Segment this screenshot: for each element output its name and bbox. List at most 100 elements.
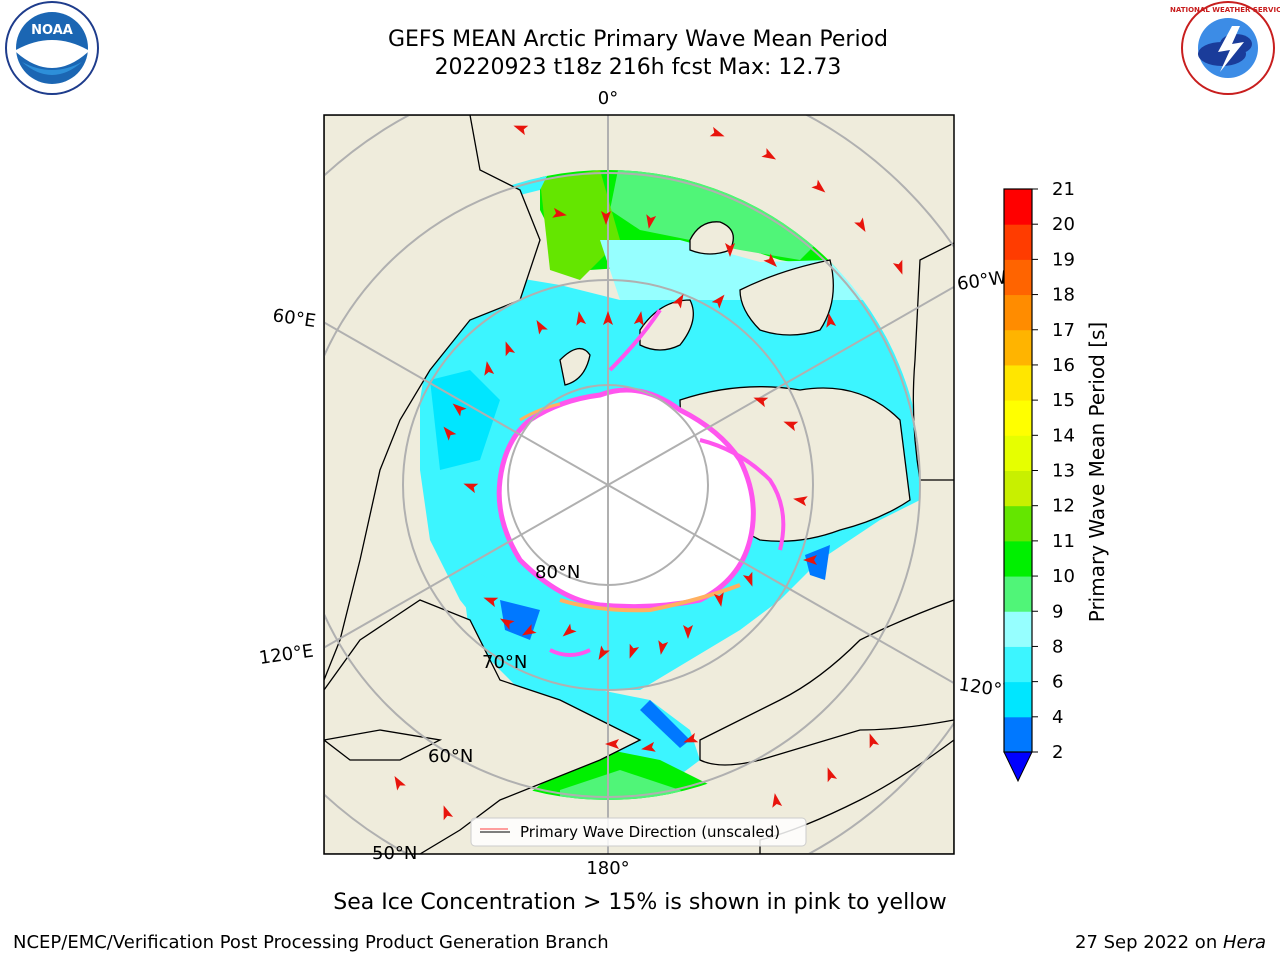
colorbar-swatch: [1004, 400, 1032, 436]
wave-direction-arrow: [772, 793, 783, 808]
wave-direction-arrow: [803, 555, 817, 565]
colorbar-tick-label: 10: [1052, 566, 1075, 587]
footer-date: 27 Sep 2022 on: [1075, 932, 1223, 953]
footer-left: NCEP/EMC/Verification Post Processing Pr…: [13, 932, 609, 953]
colorbar-swatch: [1004, 329, 1032, 366]
wave-direction-arrow: [452, 403, 467, 417]
colorbar-tick-label: 15: [1052, 390, 1075, 411]
colorbar-tick-label: 20: [1052, 214, 1075, 235]
lon-label-60w: 60°W: [956, 267, 1008, 295]
wave-direction-arrow: [742, 571, 753, 587]
colorbar-tick-label: 9: [1052, 601, 1063, 622]
lon-label-120e: 120°E: [258, 641, 315, 669]
colorbar-tick-label: 2: [1052, 742, 1063, 763]
lat-label-70n: 70°N: [482, 652, 527, 673]
wave-direction-arrow: [892, 259, 903, 275]
wave-direction-arrow: [753, 397, 769, 408]
wave-direction-arrow: [505, 341, 516, 357]
colorbar-tick-label: 11: [1052, 531, 1075, 552]
map-frame: [323, 114, 955, 855]
wave-direction-arrow: [521, 624, 537, 636]
colorbar-tick-label: 6: [1052, 672, 1063, 693]
wave-direction-arrow: [483, 597, 499, 608]
colorbar-swatch: [1004, 470, 1032, 507]
footer-machine: Hera: [1222, 932, 1266, 953]
colorbar-swatch: [1004, 294, 1032, 331]
wave-direction-arrow: [552, 207, 567, 218]
wave-direction-arrow: [793, 496, 808, 507]
wave-direction-arrow: [603, 311, 613, 325]
wave-direction-arrow: [562, 623, 577, 637]
sea-ice-note: Sea Ice Concentration > 15% is shown in …: [333, 890, 947, 915]
wave-direction-arrow: [443, 426, 457, 441]
lat-label-50n: 50°N: [372, 843, 417, 864]
wave-direction-arrow: [869, 733, 880, 749]
wave-direction-arrow: [576, 311, 587, 326]
colorbar-swatch: [1004, 505, 1032, 542]
colorbar-tick-label: 19: [1052, 249, 1075, 270]
wave-direction-arrow: [633, 311, 644, 326]
lon-label-0: 0°: [598, 88, 618, 109]
colorbar-tick-label: 14: [1052, 425, 1075, 446]
wave-direction-arrow: [463, 483, 479, 494]
wave-direction-arrow: [641, 741, 656, 752]
wave-direction-arrow: [713, 592, 724, 607]
wave-direction-arrow: [394, 775, 406, 791]
colorbar-swatch: [1004, 224, 1032, 260]
lon-label-60e: 60°E: [271, 305, 317, 332]
map-area: Primary Wave Direction (unscaled): [324, 115, 954, 854]
colorbar-swatch: [1004, 435, 1032, 471]
wave-direction-arrow: [763, 253, 777, 267]
colorbar-swatch: [1004, 611, 1032, 647]
colorbar-tick-label: 8: [1052, 636, 1063, 657]
colorbar-tick-label: 4: [1052, 707, 1063, 728]
wave-direction-arrow: [646, 214, 657, 229]
colorbar-swatch: [1004, 259, 1032, 296]
colorbar-swatch: [1004, 540, 1032, 577]
colorbar-tick-label: 17: [1052, 320, 1075, 341]
colorbar: 21 20 19 18 17 16 15 14 13 12 11 10 9 8 6 4 2: [1003, 179, 1075, 783]
wave-direction-arrow: [513, 125, 529, 136]
wave-direction-arrow: [484, 361, 495, 376]
colorbar-swatch: [1004, 364, 1032, 401]
colorbar-tick-label: 18: [1052, 285, 1075, 306]
nws-logo: NATIONAL WEATHER SERVICE: [1170, 1, 1280, 95]
colorbar-swatch: [1004, 189, 1032, 225]
map-legend: Primary Wave Direction (unscaled): [470, 817, 807, 847]
colorbar-swatch: [1004, 576, 1032, 612]
wave-direction-arrow: [443, 805, 454, 821]
chart-subtitle: 20220923 t18z 216h fcst Max: 12.73: [434, 55, 842, 80]
wave-direction-arrow: [725, 243, 735, 257]
lat-label-60n: 60°N: [428, 746, 473, 767]
wave-direction-arrow: [827, 767, 838, 783]
wave-direction-arrow: [783, 421, 799, 432]
lat-label-80n: 80°N: [535, 562, 580, 583]
wave-direction-arrow: [709, 126, 725, 137]
legend-label: Primary Wave Direction (unscaled): [520, 823, 780, 841]
wave-direction-arrow: [826, 313, 837, 328]
coordinate-labels: 0° 60°E 120°E 180° 60°W 120°W 80°N 70°N …: [258, 88, 1021, 879]
chart-title: GEFS MEAN Arctic Primary Wave Mean Perio…: [387, 27, 888, 52]
colorbar-tick-label: 16: [1052, 355, 1075, 376]
noaa-logo: NOAA: [5, 1, 99, 95]
wave-direction-arrow: [811, 179, 826, 193]
wave-direction-arrow: [658, 640, 669, 655]
colorbar-tick-label: 12: [1052, 496, 1075, 517]
colorbar-tick-label: 21: [1052, 179, 1075, 200]
colorbar-swatch: [1004, 646, 1032, 683]
colorbar-under-triangle: [1003, 751, 1033, 783]
wave-direction-arrow: [854, 217, 866, 233]
colorbar-swatch: [1004, 716, 1032, 753]
wave-direction-arrow: [683, 732, 699, 743]
footer-right: 27 Sep 2022 on Hera: [1075, 932, 1266, 953]
wave-direction-arrow: [683, 625, 693, 639]
noaa-logo-text: NOAA: [31, 23, 73, 38]
wave-direction-arrows: [394, 125, 903, 821]
wave-direction-arrow: [536, 319, 548, 335]
colorbar-swatch: [1004, 681, 1032, 718]
sea-ice: [496, 308, 786, 657]
wave-direction-arrow: [598, 645, 610, 661]
lon-label-180: 180°: [586, 858, 629, 879]
colorbar-tick-label: 13: [1052, 461, 1075, 482]
